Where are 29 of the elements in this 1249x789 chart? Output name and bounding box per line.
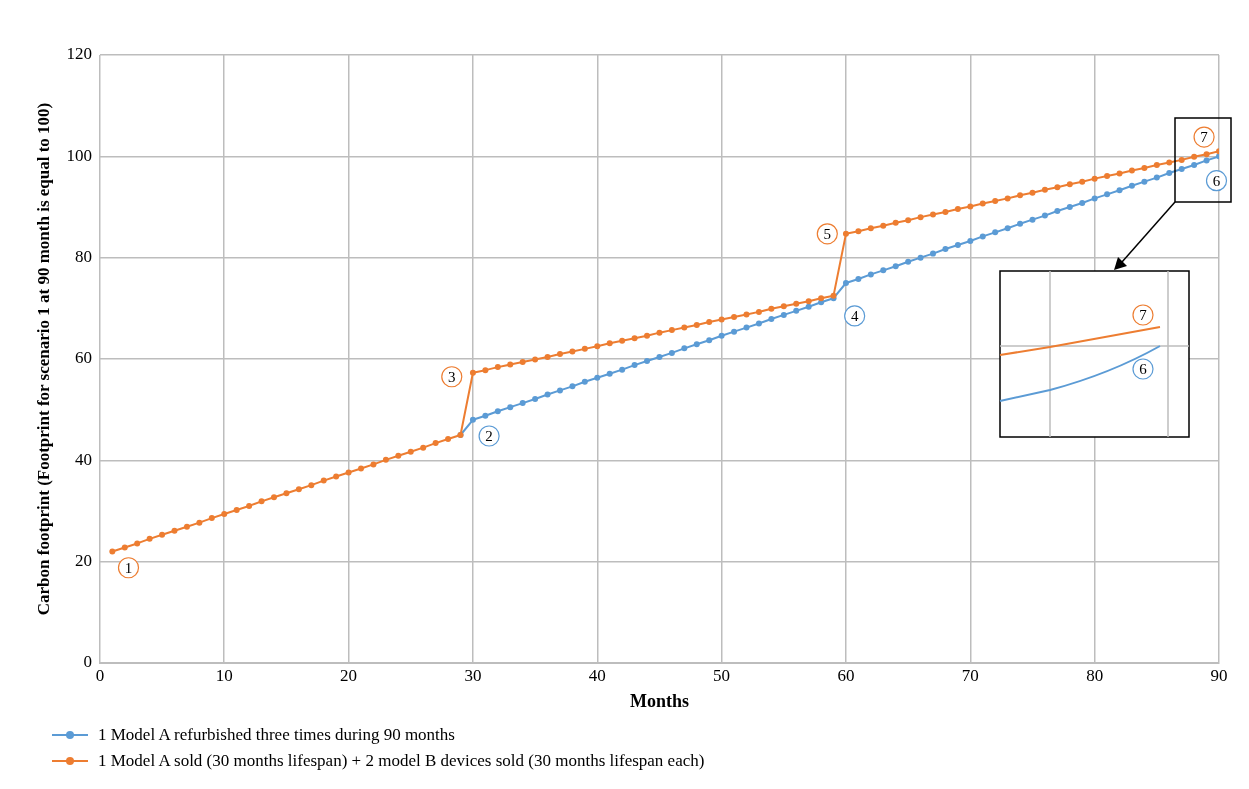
x-tick-label: 0: [95, 665, 105, 685]
x-tick-label: 20: [340, 665, 358, 685]
annotation: 1: [124, 559, 133, 576]
annotation: 4: [850, 307, 859, 324]
y-tick-label: 100: [66, 145, 92, 165]
y-tick-label: 60: [74, 348, 92, 368]
annotation: 6: [1212, 172, 1221, 189]
legend-label: 1 Model A sold (30 months lifespan) + 2 model B devices sold (30 months lifespan each): [98, 751, 705, 771]
x-tick-label: 80: [1086, 665, 1104, 685]
x-tick-label: 50: [713, 665, 731, 685]
annotation: 2: [485, 427, 493, 444]
legend-label: 1 Model A refurbished three times during 90 months: [98, 725, 455, 745]
x-axis-title: Months: [629, 690, 689, 711]
y-tick-label: 0: [83, 652, 92, 672]
y-tick-label: 120: [66, 44, 92, 64]
y-tick-label: 80: [74, 247, 92, 267]
x-tick-label: 40: [588, 665, 606, 685]
x-tick-label: 30: [464, 665, 482, 685]
x-tick-label: 10: [215, 665, 233, 685]
x-tick-label: 60: [837, 665, 855, 685]
y-axis-title: Carbon footprint (Footprint for scenario 1 at 90 month is equal to 100): [33, 102, 53, 616]
annotation: 5: [823, 225, 832, 242]
annotation: 3: [448, 368, 456, 385]
x-tick-label: 70: [961, 665, 979, 685]
y-tick-label: 20: [74, 551, 92, 571]
x-tick-label: 90: [1210, 665, 1228, 685]
annotation: 7: [1200, 129, 1209, 146]
magnified-view: 7 6: [999, 270, 1190, 438]
y-tick-label: 40: [74, 449, 92, 469]
